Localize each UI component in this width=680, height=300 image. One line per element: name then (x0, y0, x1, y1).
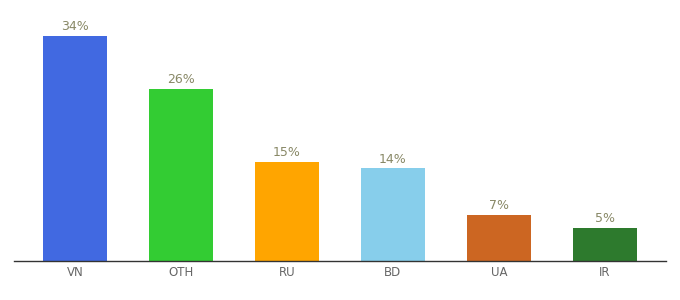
Text: 5%: 5% (595, 212, 615, 225)
Bar (361, 168, 425, 261)
Bar (149, 88, 213, 261)
Bar (573, 228, 636, 261)
Bar (467, 214, 531, 261)
Text: 15%: 15% (273, 146, 301, 159)
Text: 7%: 7% (489, 199, 509, 212)
Text: 26%: 26% (167, 73, 195, 86)
Text: 34%: 34% (61, 20, 89, 33)
Text: 14%: 14% (379, 152, 407, 166)
Bar (44, 35, 107, 261)
Bar (255, 161, 319, 261)
